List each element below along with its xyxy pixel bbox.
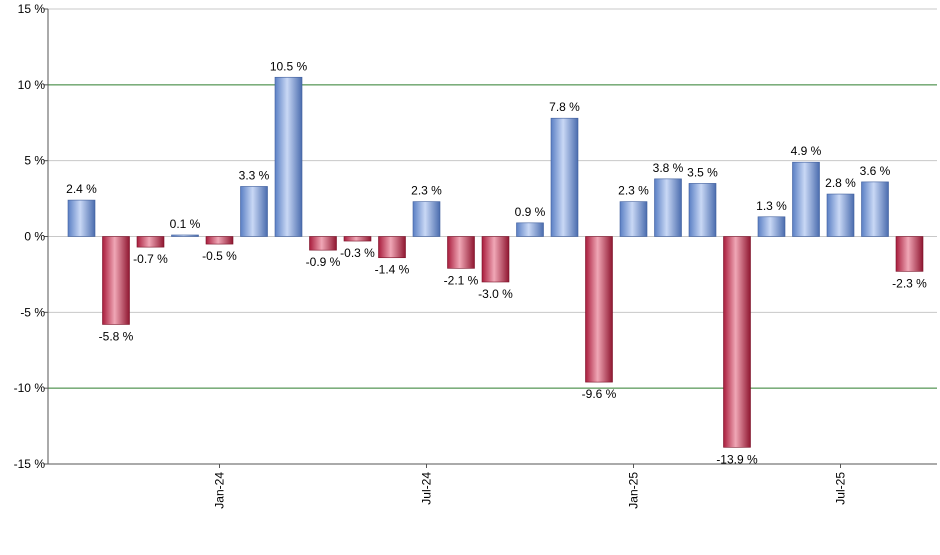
data-label: 1.3 %	[756, 199, 787, 213]
data-label: 2.4 %	[66, 182, 97, 196]
data-label: -0.9 %	[306, 255, 341, 269]
data-label: -5.8 %	[99, 329, 134, 343]
bar-Jan-25	[619, 201, 648, 237]
data-label: 7.8 %	[549, 100, 580, 114]
y-tick-label: 5 %	[24, 154, 45, 168]
data-label: 2.3 %	[618, 184, 649, 198]
data-label: -9.6 %	[582, 387, 617, 401]
data-label: -3.0 %	[478, 287, 513, 301]
y-tick-label: -10 %	[14, 381, 46, 395]
data-label: -2.1 %	[444, 273, 479, 287]
bar-Sep-24	[481, 236, 510, 283]
bar-Aug-24	[447, 236, 475, 269]
bar-Dec-23	[171, 234, 199, 237]
bar-Apr-24	[309, 236, 337, 251]
data-label: -2.3 %	[892, 276, 927, 290]
data-label: -0.7 %	[133, 252, 168, 266]
bar-Jul-24	[412, 201, 441, 237]
bar-Feb-25	[654, 178, 682, 237]
data-label: -13.9 %	[716, 452, 758, 466]
tick-labels: -15 % -10 % -5 % 0 % 5 % 10 % 15 % Jan-24 Jul-24…	[14, 2, 848, 509]
data-label: -0.5 %	[202, 249, 237, 263]
data-label: 2.8 %	[825, 176, 856, 190]
y-tick-label: 15 %	[18, 2, 46, 16]
bar-Nov-24	[550, 117, 579, 237]
bar-Mar-25	[688, 183, 717, 237]
y-tick-label: -15 %	[14, 457, 46, 471]
bar-Jun-24	[378, 236, 406, 259]
bar-Jul-25	[826, 193, 855, 237]
x-tick-label: Jan-25	[627, 472, 641, 509]
bar-Oct-24	[516, 222, 544, 237]
bar-Feb-24	[240, 186, 268, 237]
data-label: 0.9 %	[515, 205, 546, 219]
bars	[67, 76, 924, 448]
bar-Nov-23	[136, 236, 165, 248]
bar-Jun-25	[792, 161, 820, 237]
data-labels: 2.4 % -5.8 % -0.7 % 0.1 % -0.5 % 3.3 % 10.5 % -…	[66, 59, 927, 466]
bar-Aug-25	[861, 181, 889, 237]
data-label: 2.3 %	[411, 184, 442, 198]
bar-Apr-25	[723, 236, 751, 448]
y-tick-label: 0 %	[24, 230, 45, 244]
data-label: 10.5 %	[270, 59, 308, 73]
data-label: 3.3 %	[239, 168, 270, 182]
axes	[44, 8, 937, 468]
y-tick-label: 10 %	[18, 78, 46, 92]
bar-Mar-24	[274, 76, 303, 237]
bar-Sep-25	[895, 236, 924, 272]
data-label: -1.4 %	[375, 263, 410, 277]
data-label: 4.9 %	[791, 144, 822, 158]
data-label: -0.3 %	[340, 246, 375, 260]
x-tick-label: Jul-24	[420, 472, 434, 505]
data-label: 3.5 %	[687, 165, 718, 179]
bar-May-25	[757, 216, 786, 237]
bar-Sep-23	[67, 199, 96, 237]
x-tick-label: Jul-25	[834, 472, 848, 505]
y-tick-label: -5 %	[20, 305, 45, 319]
x-tick-label: Jan-24	[213, 472, 227, 509]
bar-Oct-23	[102, 236, 130, 325]
data-label: 0.1 %	[170, 217, 201, 231]
data-label: 3.8 %	[653, 161, 684, 175]
bar-Dec-24	[585, 236, 613, 383]
data-label: 3.6 %	[860, 164, 891, 178]
bar-Jan-24	[205, 236, 234, 245]
bar-May-24	[343, 236, 372, 242]
